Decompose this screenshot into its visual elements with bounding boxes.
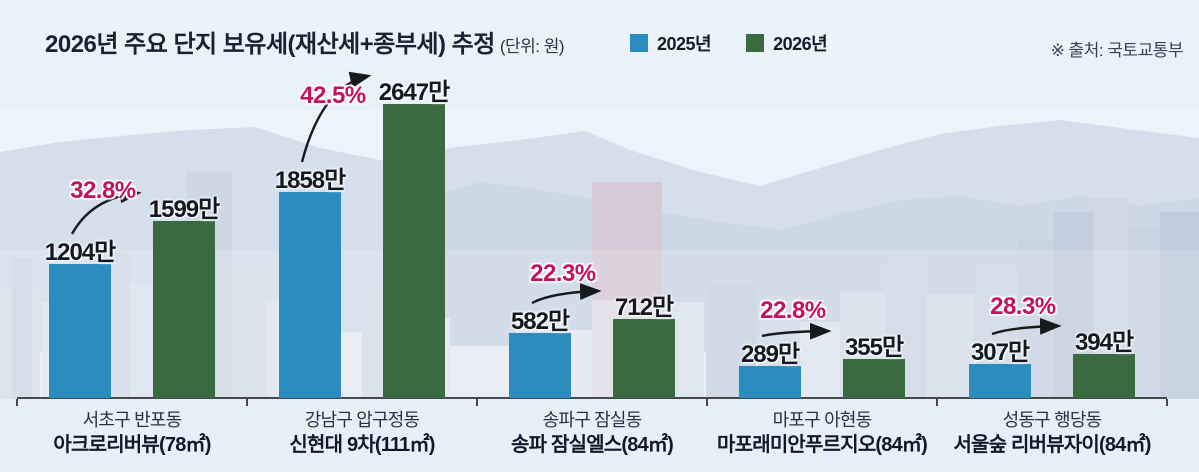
group-complex-name: 서울숲 리버뷰자이(84㎡) <box>953 434 1151 457</box>
bar-2026 <box>1073 354 1135 398</box>
value-label-2025: 307만 <box>970 339 1030 366</box>
bar-2025 <box>969 364 1031 398</box>
chart-unit-label: (단위: 원) <box>499 37 565 56</box>
bar-2026 <box>153 221 215 398</box>
legend-label-2025: 2025년 <box>657 34 712 54</box>
source-credit: ※ 출처: 국토교통부 <box>1050 41 1184 60</box>
legend-swatch-2026 <box>746 34 765 52</box>
group-complex-name: 신현대 9차(111㎡) <box>289 434 435 457</box>
change-percent-label: 42.5% <box>300 82 366 109</box>
x-axis-tick <box>16 399 18 406</box>
value-label-2026: 394만 <box>1074 329 1134 356</box>
chart-title: 2026년 주요 단지 보유세(재산세+종부세) 추정 (단위: 원) <box>45 24 565 59</box>
legend-label-2026: 2026년 <box>773 34 828 54</box>
x-axis-tick <box>246 399 248 406</box>
group-district: 강남구 압구정동 <box>304 410 420 430</box>
value-label-2026: 2647만 <box>378 79 450 106</box>
group-complex-name: 아크로리버뷰(78㎡) <box>53 434 211 457</box>
value-label-2026: 712만 <box>614 294 674 321</box>
x-axis-line <box>17 397 1167 399</box>
bar-2026 <box>613 319 675 398</box>
x-axis-tick <box>936 399 938 406</box>
bar-2026 <box>843 359 905 398</box>
chart-legend: 2025년 2026년 <box>630 30 853 56</box>
group-complex-name: 송파 잠실엘스(84㎡) <box>511 434 674 457</box>
legend-swatch-2025 <box>630 34 648 52</box>
group-complex-name: 마포래미안푸르지오(84㎡) <box>717 434 928 457</box>
change-percent-label: 22.8% <box>760 296 826 324</box>
bar-2025 <box>509 333 571 398</box>
bar-2025 <box>49 264 111 398</box>
group-district: 서초구 반포동 <box>82 410 183 430</box>
x-axis-tick <box>476 399 478 406</box>
x-axis-tick <box>1166 399 1168 406</box>
group-district: 마포구 아현동 <box>772 410 873 430</box>
change-percent-label: 22.3% <box>530 260 596 287</box>
value-label-2026: 355만 <box>844 334 904 361</box>
change-percent-label: 32.8% <box>70 176 136 204</box>
value-label-2025: 582만 <box>510 308 570 335</box>
change-percent-label: 28.3% <box>990 293 1056 320</box>
chart-header: 2026년 주요 단지 보유세(재산세+종부세) 추정 (단위: 원) 2025년… <box>0 0 1199 70</box>
bar-2025 <box>279 192 341 398</box>
value-label-2025: 1858만 <box>274 167 346 194</box>
group-district: 성동구 행당동 <box>1002 410 1103 430</box>
value-label-2025: 1204만 <box>44 239 116 266</box>
value-label-2026: 1599만 <box>148 196 220 223</box>
chart-title-text: 2026년 주요 단지 보유세(재산세+종부세) 추정 <box>45 31 495 58</box>
bar-2025 <box>739 366 801 398</box>
bar-2026 <box>383 104 445 398</box>
value-label-2025: 289만 <box>740 341 800 368</box>
group-district: 송파구 잠실동 <box>542 410 643 430</box>
x-axis-tick <box>706 399 708 406</box>
